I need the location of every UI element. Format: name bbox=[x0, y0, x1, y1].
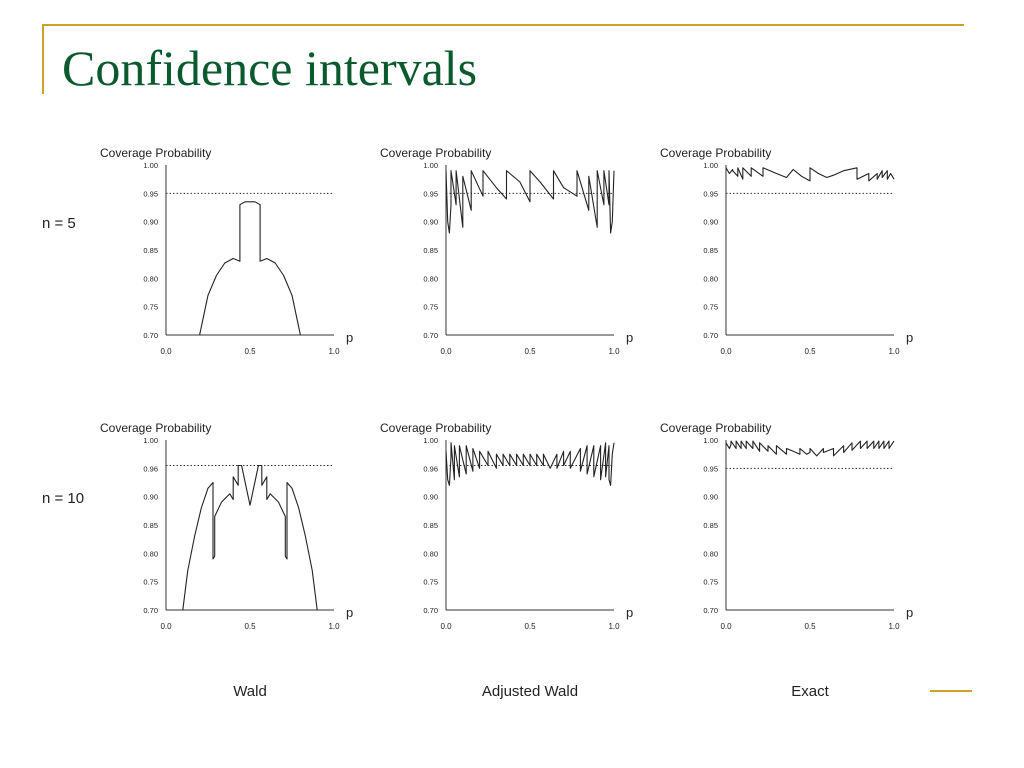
panel-2-x-tick-label: 0.5 bbox=[524, 347, 536, 356]
panel-1-y-tick-label: 0.70 bbox=[143, 331, 158, 340]
panel-1-y-tick-label: 0.75 bbox=[143, 303, 158, 312]
panel-3-y-tick-label: 0.70 bbox=[703, 331, 718, 340]
panel-2-y-tick-label: 0.80 bbox=[423, 274, 438, 283]
panel-5-y-tick-label: 0.85 bbox=[423, 521, 438, 530]
row-label-n5: n = 5 bbox=[42, 215, 76, 232]
panel-3-x-tick-label: 0.5 bbox=[804, 347, 816, 356]
panel-6-y-tick-label: 0.95 bbox=[703, 464, 718, 473]
panel-3-coverage-curve bbox=[725, 167, 895, 182]
method-label-wald: Wald bbox=[233, 683, 267, 700]
panel-1-x-tick-label: 0.0 bbox=[160, 347, 172, 356]
panel-4-y-tick-label: 0.85 bbox=[143, 521, 158, 530]
row-label-n10: n = 10 bbox=[42, 490, 85, 507]
panel-4-y-tick-label: 0.70 bbox=[143, 606, 158, 615]
panel-6-x-tick-label: 0.5 bbox=[804, 622, 816, 631]
panel-2-chart-title: Coverage Probability bbox=[380, 146, 491, 160]
panel-6-coverage-curve bbox=[725, 440, 895, 457]
panel-6-x-tick-label: 1.0 bbox=[888, 622, 900, 631]
panel-3-chart-title: Coverage Probability bbox=[660, 146, 771, 160]
panel-6-x-tick-label: 0.0 bbox=[720, 622, 732, 631]
panel-6-y-tick-label: 0.90 bbox=[703, 493, 718, 502]
panel-6-y-tick-label: 0.75 bbox=[703, 578, 718, 587]
panel-4-x-tick-label: 0.5 bbox=[244, 622, 256, 631]
panel-5-y-tick-label: 0.75 bbox=[423, 578, 438, 587]
panel-5-x-tick-label: 1.0 bbox=[608, 622, 620, 631]
panel-4-y-tick-label: 1.00 bbox=[143, 436, 158, 445]
panel-4-x-tick-label: 0.0 bbox=[160, 622, 172, 631]
panel-5-x-tick-label: 0.5 bbox=[524, 622, 536, 631]
page-title: Confidence intervals bbox=[62, 40, 478, 96]
panel-2-y-tick-label: 0.90 bbox=[423, 218, 438, 227]
panel-6-y-tick-label: 0.80 bbox=[703, 549, 718, 558]
panel-3-y-tick-label: 0.90 bbox=[703, 218, 718, 227]
panel-1-y-tick-label: 0.90 bbox=[143, 218, 158, 227]
panel-3-y-tick-label: 0.75 bbox=[703, 303, 718, 312]
panel-5-y-tick-label: 0.90 bbox=[423, 493, 438, 502]
method-label-adjusted-wald: Adjusted Wald bbox=[481, 683, 579, 700]
panel-5-y-tick-label: 0.70 bbox=[423, 606, 438, 615]
left-rule bbox=[42, 24, 44, 94]
panel-5-y-tick-label: 1.00 bbox=[423, 436, 438, 445]
panel-1-y-tick-label: 0.85 bbox=[143, 246, 158, 255]
panel-6-x-axis-label: p bbox=[906, 605, 913, 620]
panel-2-coverage-curve bbox=[445, 170, 615, 234]
panel-2-y-tick-label: 0.95 bbox=[423, 189, 438, 198]
panel-3-y-tick-label: 0.80 bbox=[703, 274, 718, 283]
panel-1-y-tick-label: 0.95 bbox=[143, 189, 158, 198]
panel-3-y-tick-label: 0.85 bbox=[703, 246, 718, 255]
top-rule bbox=[42, 24, 964, 26]
panel-5-y-tick-label: 0.80 bbox=[423, 549, 438, 558]
panel-4-coverage-curve bbox=[182, 464, 318, 611]
panel-5-chart-title: Coverage Probability bbox=[380, 421, 491, 435]
panel-3-y-tick-label: 0.95 bbox=[703, 189, 718, 198]
panel-6-y-tick-label: 0.85 bbox=[703, 521, 718, 530]
panel-2-y-tick-label: 1.00 bbox=[423, 161, 438, 170]
panel-1-x-axis-label: p bbox=[346, 330, 353, 345]
panel-2-y-tick-label: 0.85 bbox=[423, 246, 438, 255]
panel-3-x-tick-label: 0.0 bbox=[720, 347, 732, 356]
panel-4-chart-title: Coverage Probability bbox=[100, 421, 211, 435]
panel-4-x-tick-label: 1.0 bbox=[328, 622, 340, 631]
panel-2-x-tick-label: 0.0 bbox=[440, 347, 452, 356]
panel-6-y-tick-label: 0.70 bbox=[703, 606, 718, 615]
panel-1-coverage-curve bbox=[199, 201, 301, 336]
panel-5-x-axis-label: p bbox=[626, 605, 633, 620]
panel-5-x-tick-label: 0.0 bbox=[440, 622, 452, 631]
panel-4-y-tick-label: 0.90 bbox=[143, 493, 158, 502]
panel-1-chart-title: Coverage Probability bbox=[100, 146, 211, 160]
panel-2-x-axis-label: p bbox=[626, 330, 633, 345]
panel-4-x-axis-label: p bbox=[346, 605, 353, 620]
panel-5-y-tick-label: 0.96 bbox=[423, 464, 438, 473]
method-label-exact: Exact bbox=[791, 683, 829, 700]
panel-6-chart-title: Coverage Probability bbox=[660, 421, 771, 435]
panel-2-y-tick-label: 0.70 bbox=[423, 331, 438, 340]
panel-3-y-tick-label: 1.00 bbox=[703, 161, 718, 170]
panel-3-x-axis-label: p bbox=[906, 330, 913, 345]
panel-3-x-tick-label: 1.0 bbox=[888, 347, 900, 356]
panel-5-coverage-curve bbox=[445, 442, 615, 486]
panel-2-y-tick-label: 0.75 bbox=[423, 303, 438, 312]
panel-1-y-tick-label: 1.00 bbox=[143, 161, 158, 170]
corner-rule bbox=[930, 690, 972, 692]
panel-1-x-tick-label: 0.5 bbox=[244, 347, 256, 356]
panel-4-y-tick-label: 0.80 bbox=[143, 549, 158, 558]
panel-1-x-tick-label: 1.0 bbox=[328, 347, 340, 356]
panel-4-y-tick-label: 0.75 bbox=[143, 578, 158, 587]
panel-2-x-tick-label: 1.0 bbox=[608, 347, 620, 356]
panel-1-y-tick-label: 0.80 bbox=[143, 274, 158, 283]
panel-6-y-tick-label: 1.00 bbox=[703, 436, 718, 445]
panel-4-y-tick-label: 0.96 bbox=[143, 464, 158, 473]
